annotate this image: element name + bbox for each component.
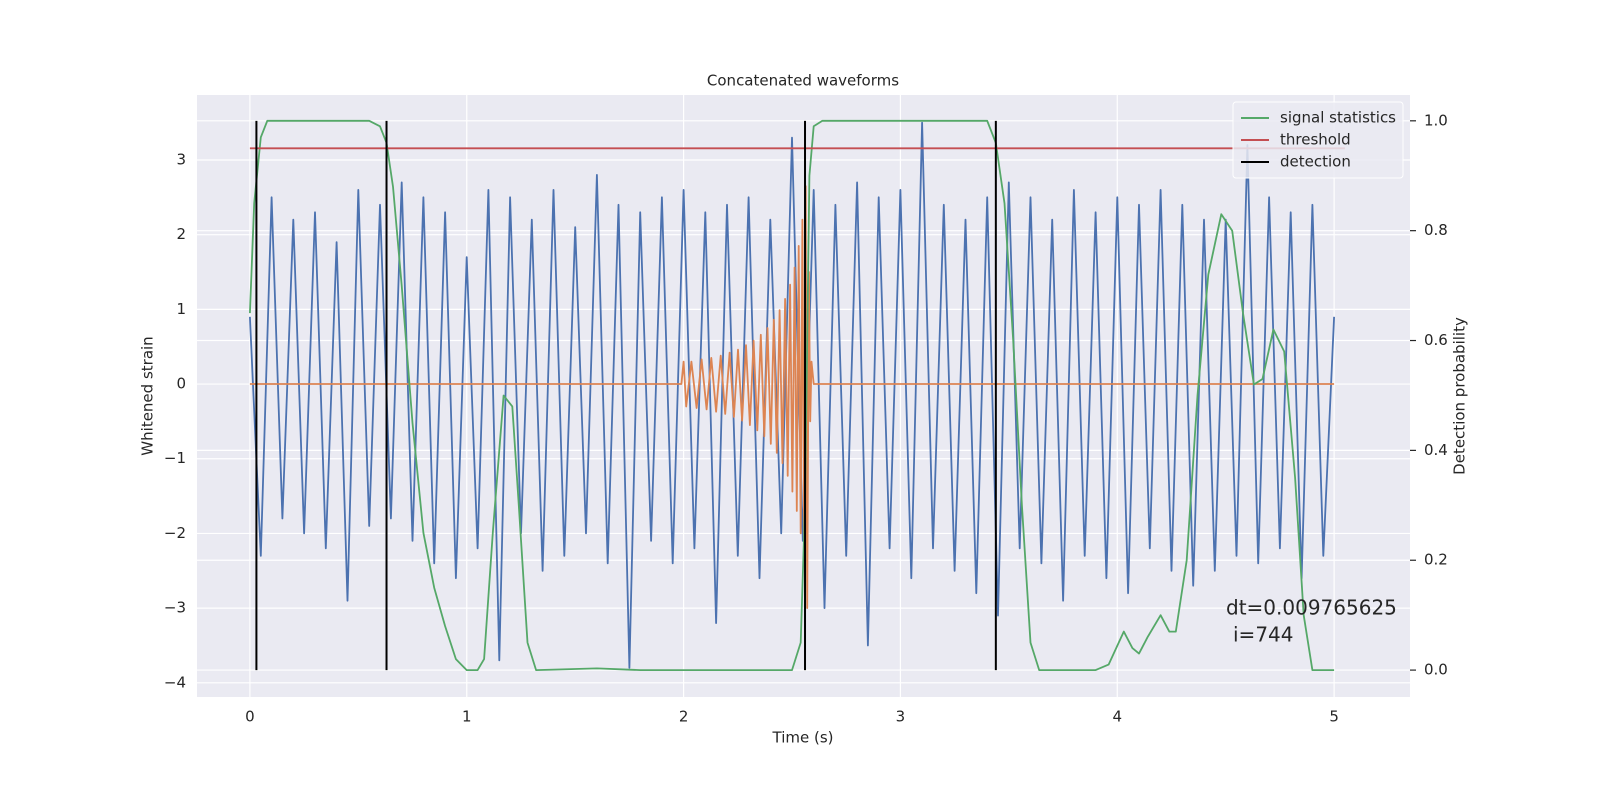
y-tick-label: −1 bbox=[164, 449, 186, 467]
y2-tick-label: 0.8 bbox=[1424, 221, 1448, 239]
series-line bbox=[249, 119, 1335, 671]
y-tick-label: 1 bbox=[176, 300, 186, 318]
y2-tick-label: 1.0 bbox=[1424, 111, 1448, 129]
x-tick-label: 0 bbox=[245, 708, 255, 726]
y2-axis-label: Detection probability bbox=[1451, 317, 1469, 475]
x-tick-label: 2 bbox=[679, 708, 689, 726]
y-tick-label: 0 bbox=[176, 375, 186, 393]
legend-box bbox=[1232, 101, 1404, 179]
y-tick-label: 3 bbox=[176, 150, 186, 168]
x-tick-label: 1 bbox=[462, 708, 472, 726]
legend-label: threshold bbox=[1280, 131, 1351, 149]
y2-tick-label: 0.6 bbox=[1424, 331, 1448, 349]
y2-tick-label: 0.2 bbox=[1424, 551, 1448, 569]
y2-tick-label: 0.0 bbox=[1424, 661, 1448, 679]
x-tick-label: 3 bbox=[896, 708, 906, 726]
series-line bbox=[249, 185, 1335, 609]
legend-label: detection bbox=[1280, 153, 1351, 171]
x-axis-label: Time (s) bbox=[772, 729, 834, 747]
x-tick-label: 4 bbox=[1112, 708, 1122, 726]
y-tick-label: −2 bbox=[164, 524, 186, 542]
series-line bbox=[249, 121, 1335, 669]
legend-label: signal statistics bbox=[1280, 109, 1396, 127]
y-tick-label: 2 bbox=[176, 225, 186, 243]
y-tick-label: −4 bbox=[164, 673, 186, 691]
y-tick-label: −3 bbox=[164, 599, 186, 617]
y-axis-label: Whitened strain bbox=[139, 336, 157, 455]
annotation: i=744 bbox=[1233, 623, 1294, 647]
annotation: dt=0.009765625 bbox=[1226, 596, 1397, 620]
y2-tick-label: 0.4 bbox=[1424, 441, 1448, 459]
x-tick-label: 5 bbox=[1329, 708, 1339, 726]
chart-title: Concatenated waveforms bbox=[707, 72, 899, 90]
